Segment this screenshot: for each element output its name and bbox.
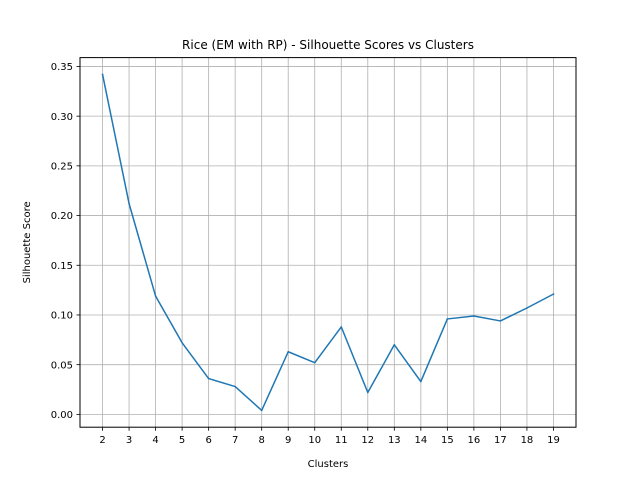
data-point <box>234 385 236 388</box>
x-tick-label: 16 <box>468 435 481 446</box>
data-point <box>260 409 263 412</box>
x-tick-label: 3 <box>126 435 132 446</box>
x-tick-label: 11 <box>335 435 348 446</box>
y-tick-label: 0.20 <box>51 211 73 222</box>
x-tick-label: 4 <box>152 435 158 446</box>
y-tick-label: 0.00 <box>51 410 73 421</box>
data-point <box>499 320 502 322</box>
data-point <box>367 391 369 394</box>
x-tick-label: 5 <box>179 435 185 446</box>
x-ticks: 2 3 4 5 6 7 8 9 10 11 12 13 14 15 16 17 18 19 <box>99 427 560 446</box>
y-tick-label: 0.25 <box>51 161 73 172</box>
data-point <box>340 326 343 328</box>
y-tick-label: 0.30 <box>51 112 73 123</box>
x-axis-label: Clusters <box>308 459 349 470</box>
data-point <box>101 73 104 76</box>
x-tick-label: 14 <box>414 435 427 446</box>
x-tick-label: 7 <box>232 435 238 446</box>
y-tick-label: 0.15 <box>51 261 73 272</box>
series-line <box>101 73 555 412</box>
x-tick-label: 8 <box>259 435 265 446</box>
x-tick-label: 12 <box>361 435 374 446</box>
data-point <box>420 380 422 383</box>
data-point <box>526 307 528 309</box>
data-point <box>154 295 157 297</box>
chart-title: Rice (EM with RP) - Silhouette Scores vs… <box>182 38 474 52</box>
data-point <box>473 315 475 317</box>
data-point <box>287 350 289 353</box>
data-point <box>446 318 449 320</box>
data-point <box>207 377 210 380</box>
data-point <box>552 293 555 295</box>
x-tick-label: 2 <box>99 435 105 446</box>
x-tick-label: 13 <box>388 435 401 446</box>
y-tick-label: 0.10 <box>51 311 73 322</box>
data-point <box>128 202 130 205</box>
x-tick-label: 9 <box>285 435 291 446</box>
x-tick-label: 19 <box>547 435 560 446</box>
x-tick-label: 17 <box>494 435 507 446</box>
x-tick-label: 10 <box>308 435 321 446</box>
series-layer <box>101 73 555 412</box>
data-point <box>313 361 316 364</box>
y-ticks: 0.00 0.05 0.10 0.15 0.20 0.25 0.30 0.35 <box>51 62 80 421</box>
y-axis-label: Silhouette Score <box>22 201 33 283</box>
plot-frame <box>79 57 577 428</box>
grid <box>80 57 576 428</box>
data-point <box>181 342 183 344</box>
x-tick-label: 6 <box>205 435 211 446</box>
y-tick-label: 0.35 <box>51 62 73 73</box>
x-tick-label: 15 <box>441 435 454 446</box>
data-point <box>393 344 396 346</box>
y-tick-label: 0.05 <box>51 360 73 371</box>
x-tick-label: 18 <box>521 435 534 446</box>
